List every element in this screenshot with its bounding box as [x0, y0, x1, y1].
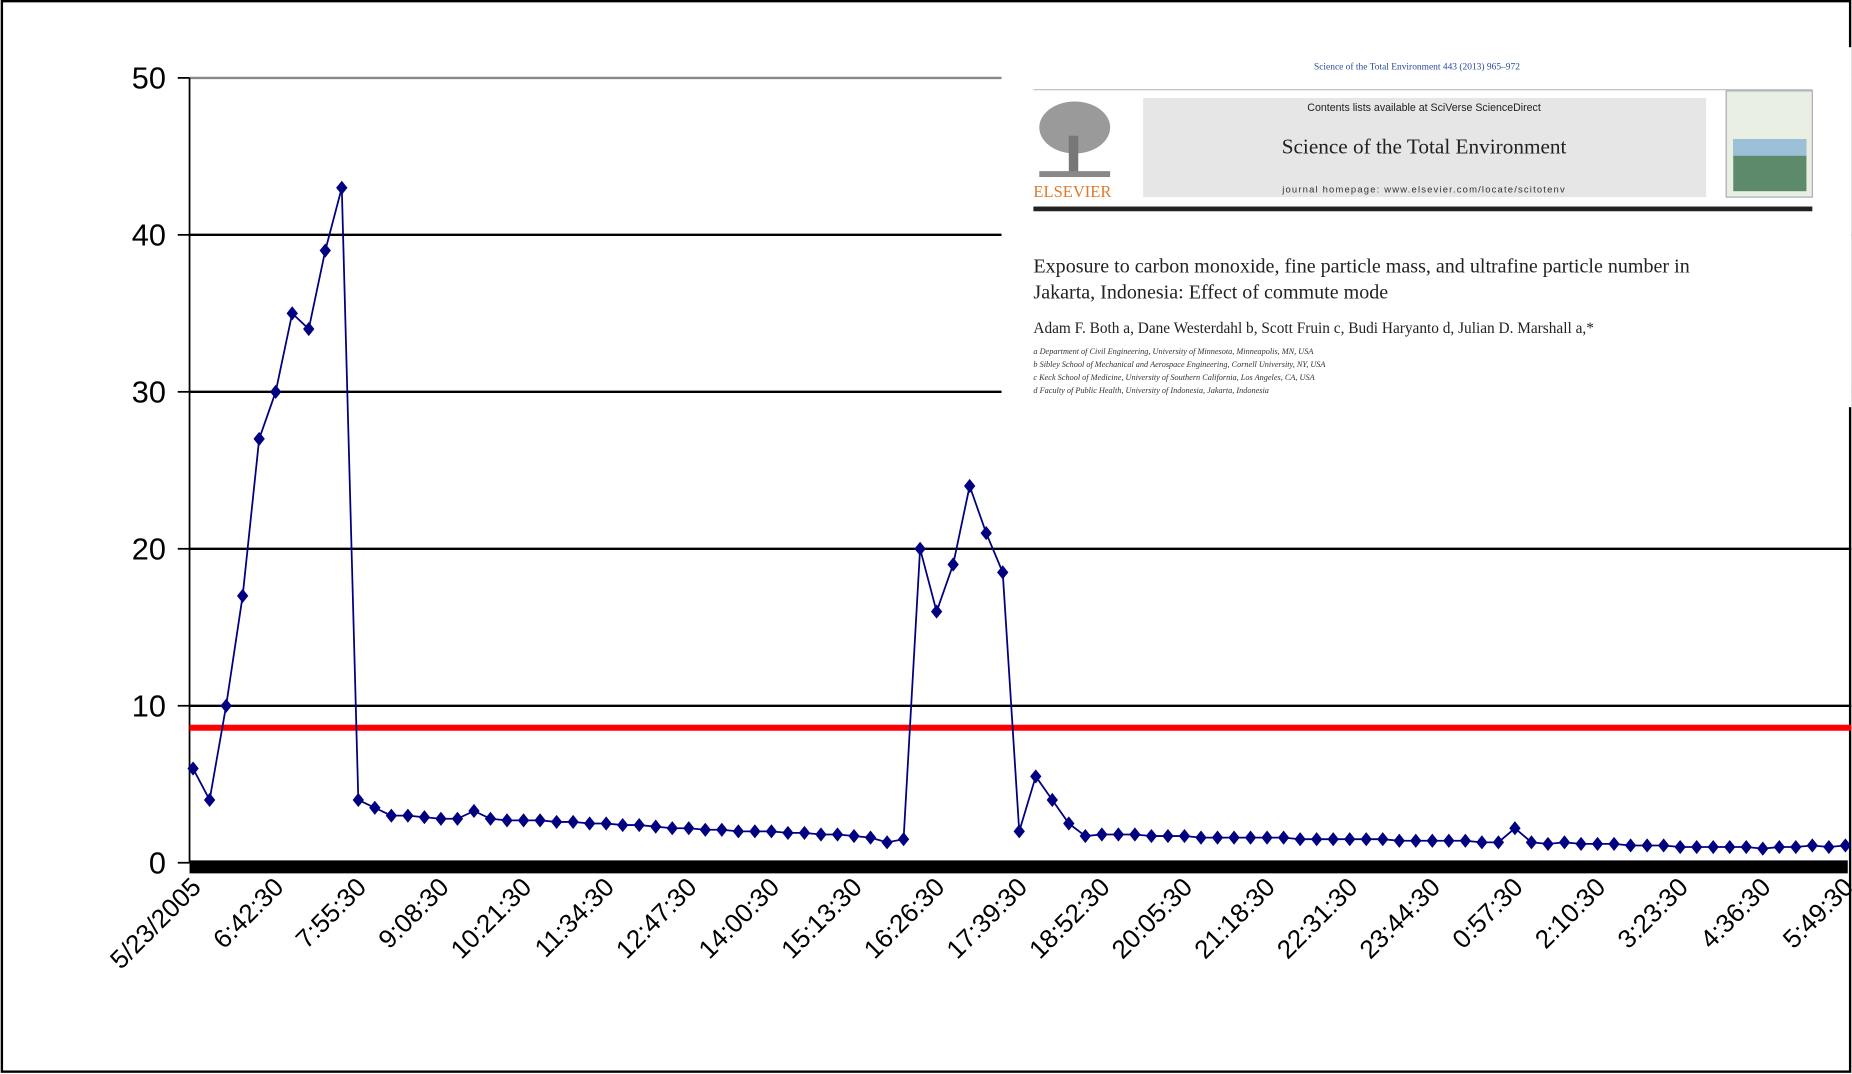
citation: Science of the Total Environment 443 (20…: [1314, 62, 1520, 73]
homepage: journal homepage: www.elsevier.com/locat…: [1281, 184, 1566, 195]
y-tick-label: 50: [132, 61, 166, 96]
publisher: ELSEVIER: [1033, 182, 1111, 201]
chart: 010203040505/23/20056:42:307:55:309:08:3…: [0, 0, 1852, 1074]
journal-cover: [1726, 91, 1812, 197]
x-axis-band: [190, 860, 1848, 873]
y-tick-label: 30: [132, 374, 166, 409]
authors: Adam F. Both a, Dane Westerdahl b, Scott…: [1033, 320, 1593, 337]
contents-line: Contents lists available at SciVerse Sci…: [1307, 102, 1541, 114]
page: {"chart_data": { "type": "line", "catego…: [0, 0, 1852, 1074]
header-rule: [1033, 207, 1812, 212]
journal-name: Science of the Total Environment: [1282, 134, 1567, 158]
affiliation: a Department of Civil Engineering, Unive…: [1033, 347, 1314, 356]
paper-inset: Science of the Total Environment 443 (20…: [1002, 47, 1852, 407]
affiliation: b Sibley School of Mechanical and Aerosp…: [1033, 360, 1326, 369]
affiliation: d Faculty of Public Health, University o…: [1033, 386, 1269, 395]
y-tick-label: 40: [132, 217, 166, 252]
y-tick-label: 10: [132, 688, 166, 723]
paper-title: Jakarta, Indonesia: Effect of commute mo…: [1033, 282, 1388, 304]
y-tick-label: 0: [149, 845, 166, 880]
affiliation: c Keck School of Medicine, University of…: [1033, 373, 1315, 382]
y-tick-label: 20: [132, 531, 166, 566]
paper-title: Exposure to carbon monoxide, fine partic…: [1033, 256, 1689, 278]
